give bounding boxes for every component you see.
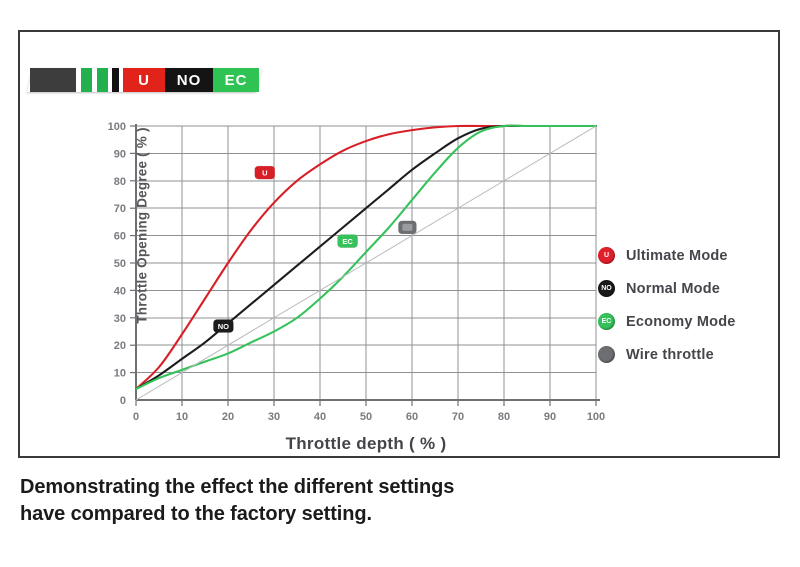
svg-text:20: 20 — [114, 340, 126, 352]
banner-green-slash-2 — [97, 68, 108, 92]
marker-ultimate-mode: U — [254, 165, 276, 180]
banner-label-u: U — [123, 68, 165, 92]
svg-text:10: 10 — [176, 411, 188, 423]
legend-item-ultimate-mode[interactable]: U Ultimate Mode — [598, 239, 788, 272]
legend-swatch-economy-icon: EC — [598, 313, 615, 330]
banner-dark-block — [30, 68, 76, 92]
svg-text:100: 100 — [587, 411, 605, 423]
legend-swatch-normal-icon: NO — [598, 280, 615, 297]
svg-text:30: 30 — [114, 313, 126, 325]
marker-wire-throttle — [398, 220, 417, 235]
svg-text:U: U — [262, 169, 267, 178]
banner-green-slash-1 — [81, 68, 92, 92]
caption-line-1: Demonstrating the effect the different s… — [20, 476, 455, 498]
svg-text:20: 20 — [222, 411, 234, 423]
legend-item-normal-mode[interactable]: NO Normal Mode — [598, 272, 788, 305]
axis-ticks: 0 10 20 30 40 50 60 70 80 90 100 10 20 30 40 50 60 70 80 90… — [108, 121, 606, 423]
chart-area: 0 10 20 30 40 50 60 70 80 90 100 10 20 30 40 50 60 70 80 90… — [40, 112, 760, 472]
y-axis-title: Throttle Opening Degree ( % ) — [134, 127, 150, 324]
chart-legend: U Ultimate Mode NO Normal Mode EC Econom… — [598, 239, 788, 371]
svg-text:60: 60 — [406, 411, 418, 423]
caption-line-2: have compared to the factory setting. — [20, 503, 372, 526]
banner-black-slash — [112, 68, 119, 92]
data-series — [134, 124, 598, 401]
legend-item-wire-throttle[interactable]: Wire throttle — [598, 338, 788, 371]
marker-normal-mode: NO — [213, 319, 234, 333]
svg-text:40: 40 — [114, 285, 126, 297]
svg-text:40: 40 — [314, 411, 326, 423]
figure-caption: Demonstrating the effect the different s… — [20, 474, 760, 529]
brand-banner: U NO EC — [27, 68, 262, 92]
legend-label-ultimate: Ultimate Mode — [626, 247, 728, 264]
legend-swatch-ultimate-icon: U — [598, 247, 615, 264]
svg-text:50: 50 — [360, 411, 372, 423]
svg-text:80: 80 — [114, 176, 126, 188]
svg-text:90: 90 — [544, 411, 556, 423]
legend-label-wire: Wire throttle — [626, 346, 714, 363]
legend-swatch-wire-icon — [598, 346, 615, 363]
series-markers: U NO EC — [213, 165, 417, 333]
svg-text:80: 80 — [498, 411, 510, 423]
legend-label-economy: Economy Mode — [626, 313, 736, 330]
banner-label-no: NO — [165, 68, 213, 92]
svg-text:90: 90 — [114, 148, 126, 160]
svg-text:70: 70 — [452, 411, 464, 423]
svg-text:0: 0 — [133, 411, 139, 423]
legend-label-normal: Normal Mode — [626, 280, 721, 297]
svg-text:EC: EC — [342, 237, 353, 246]
x-axis-title: Throttle depth ( % ) — [285, 434, 447, 453]
svg-text:100: 100 — [108, 121, 126, 133]
marker-economy-mode: EC — [337, 234, 358, 248]
svg-text:30: 30 — [268, 411, 280, 423]
series-line-wire-throttle — [135, 125, 597, 401]
throttle-response-plot: 0 10 20 30 40 50 60 70 80 90 100 10 20 30 40 50 60 70 80 90… — [108, 121, 606, 423]
svg-text:50: 50 — [114, 258, 126, 270]
svg-text:NO: NO — [218, 322, 229, 331]
axis-lines — [135, 124, 600, 401]
svg-text:10: 10 — [114, 368, 126, 380]
svg-text:0: 0 — [120, 395, 126, 407]
svg-text:70: 70 — [114, 203, 126, 215]
series-line-economy-mode — [134, 124, 598, 391]
banner-label-ec: EC — [213, 68, 259, 92]
chart-card: U NO EC 0 10 20 30 40 50 60 70 80 90 100 10 20 30 40 50… — [18, 30, 780, 458]
svg-text:60: 60 — [114, 231, 126, 243]
legend-item-economy-mode[interactable]: EC Economy Mode — [598, 305, 788, 338]
